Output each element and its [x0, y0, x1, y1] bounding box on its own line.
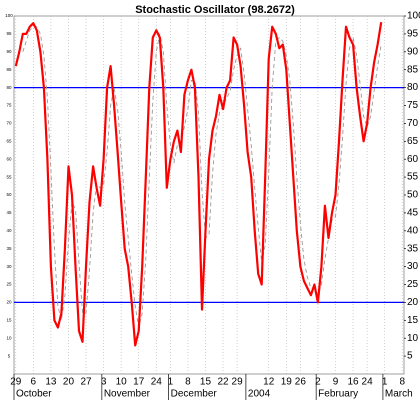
- x-tick-label: 10: [116, 377, 128, 388]
- y-tick-label-right: 40: [407, 225, 419, 236]
- y-tick-label-left: 80: [6, 85, 12, 90]
- x-tick-label: 3: [101, 377, 107, 388]
- chart-title: Stochastic Oscillator (98.2672): [135, 4, 295, 16]
- x-tick-label: 9: [333, 377, 339, 388]
- y-tick-label-left: 50: [6, 192, 12, 197]
- y-tick-label-left: 40: [6, 228, 12, 233]
- series-line: [14, 22, 383, 347]
- x-tick-label: 8: [399, 377, 405, 388]
- y-tick-label-right: 20: [407, 297, 419, 308]
- y-tick-label-right: 30: [407, 261, 419, 272]
- x-tick-label: 19: [281, 377, 293, 388]
- x-tick-label: 13: [45, 377, 57, 388]
- y-tick-label-left: 55: [6, 174, 12, 179]
- x-tick-label: 29: [10, 377, 22, 388]
- series-line: [22, 26, 382, 328]
- month-label: October: [16, 389, 52, 400]
- x-tick-label: 15: [200, 377, 212, 388]
- y-tick-label-left: 5: [8, 353, 11, 358]
- month-label: 2004: [248, 389, 271, 400]
- y-tick-label-right: 85: [407, 64, 419, 75]
- x-tick-label: 24: [151, 377, 163, 388]
- month-label: March: [385, 389, 413, 400]
- y-tick-label-right: 70: [407, 118, 419, 129]
- y-tick-label-right: 25: [407, 279, 419, 290]
- x-tick-label: 8: [185, 377, 191, 388]
- y-tick-label-right: 15: [407, 315, 419, 326]
- y-tick-label-right: 95: [407, 29, 419, 40]
- y-tick-label-left: 95: [6, 31, 12, 36]
- x-tick-label: 26: [295, 377, 307, 388]
- y-tick-label-left: 20: [6, 300, 12, 305]
- y-tick-label-right: 60: [407, 154, 419, 165]
- y-tick-label-right: 55: [407, 172, 419, 183]
- y-tick-label-left: 60: [6, 156, 12, 161]
- month-label: November: [104, 389, 151, 400]
- x-tick-label: 27: [80, 377, 92, 388]
- y-tick-label-left: 25: [6, 282, 12, 287]
- x-tick-label: 16: [347, 377, 359, 388]
- y-tick-label-right: 35: [407, 243, 419, 254]
- x-tick-label: 6: [31, 377, 37, 388]
- y-tick-label-left: 85: [6, 67, 12, 72]
- month-label: December: [171, 389, 218, 400]
- y-tick-label-left: 100: [5, 13, 13, 18]
- x-tick-label: 20: [63, 377, 75, 388]
- y-tick-label-left: 75: [6, 103, 12, 108]
- y-tick-label-left: 90: [6, 49, 12, 54]
- x-tick-label: 1: [382, 377, 388, 388]
- y-tick-label-right: 100: [407, 11, 420, 22]
- x-tick-label: 29: [232, 377, 244, 388]
- y-tick-label-right: 45: [407, 208, 419, 219]
- x-tick-label: 22: [217, 377, 229, 388]
- x-tick-label: 12: [263, 377, 275, 388]
- x-tick-label: 17: [133, 377, 145, 388]
- x-tick-label: 24: [362, 377, 374, 388]
- y-tick-label-left: 45: [6, 210, 12, 215]
- y-tick-label-left: 30: [6, 264, 12, 269]
- y-tick-label-right: 10: [407, 333, 419, 344]
- y-tick-label-right: 80: [407, 82, 419, 93]
- x-tick-label: 1: [168, 377, 174, 388]
- y-tick-label-right: 65: [407, 136, 419, 147]
- y-tick-label-left: 35: [6, 246, 12, 251]
- y-tick-label-right: 5: [407, 351, 413, 362]
- y-tick-label-right: 75: [407, 100, 419, 111]
- y-tick-label-left: 70: [6, 121, 12, 126]
- y-tick-label-left: 10: [6, 335, 12, 340]
- y-tick-label-left: 15: [6, 317, 12, 322]
- x-tick-label: 2: [315, 377, 321, 388]
- y-tick-label-right: 90: [407, 46, 419, 57]
- y-tick-label-right: 50: [407, 190, 419, 201]
- y-tick-label-left: 65: [6, 138, 12, 143]
- month-label: February: [318, 389, 358, 400]
